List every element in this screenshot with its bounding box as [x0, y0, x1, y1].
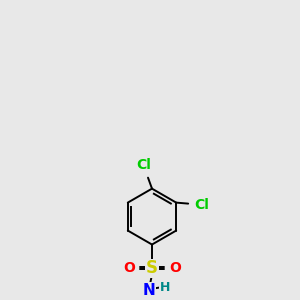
- Text: N: N: [142, 283, 155, 298]
- Text: O: O: [169, 262, 181, 275]
- Text: Cl: Cl: [195, 198, 210, 212]
- Text: H: H: [160, 281, 170, 294]
- Text: S: S: [146, 260, 158, 278]
- Text: O: O: [123, 262, 135, 275]
- Text: Cl: Cl: [136, 158, 152, 172]
